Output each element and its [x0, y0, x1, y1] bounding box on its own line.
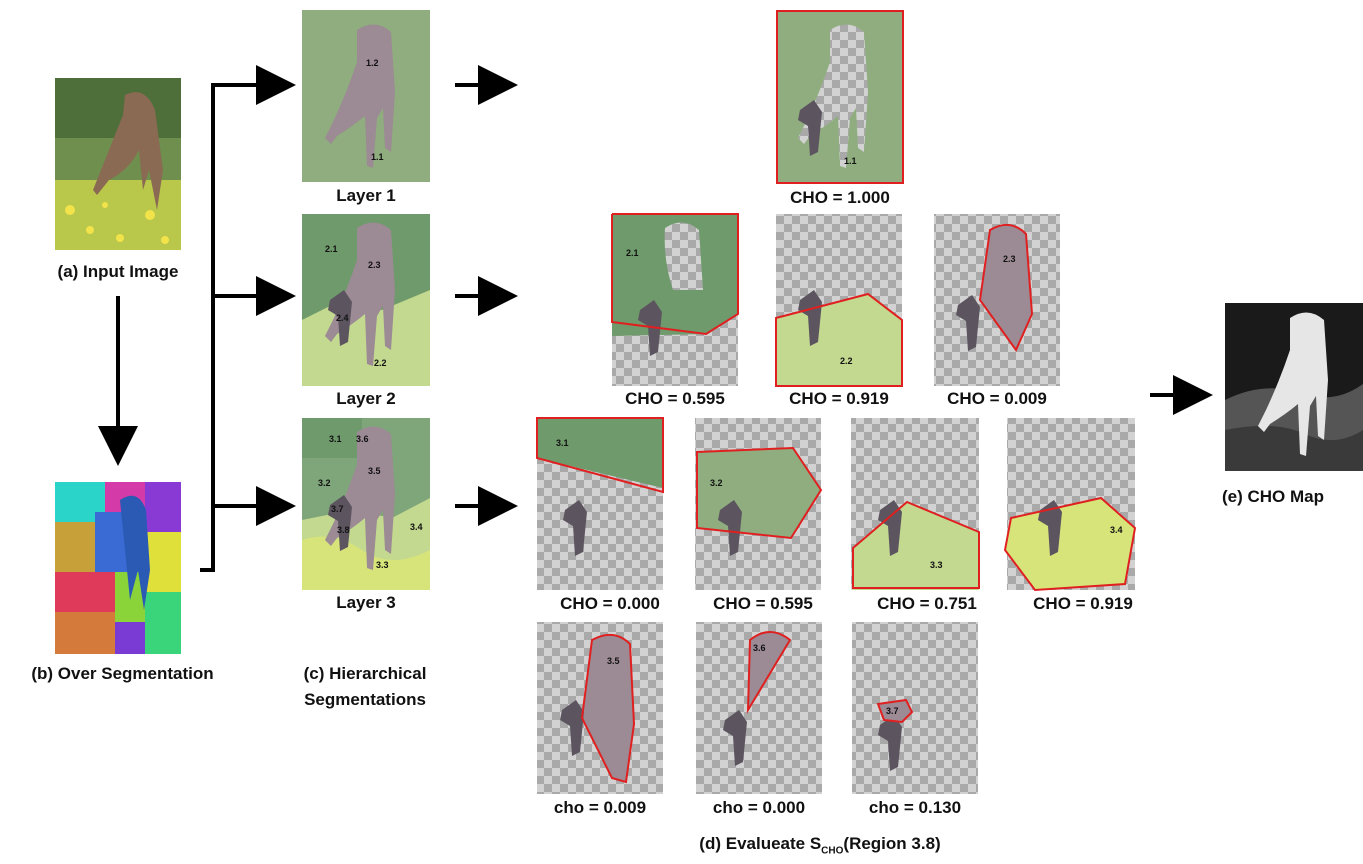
hierarchical-caption-line1: (c) Hierarchical — [303, 664, 427, 683]
hierarchical-caption-line2: Segmentations — [304, 690, 426, 709]
cho-score: cho = 0.000 — [712, 798, 806, 817]
eval-region-label: 3.5 — [607, 656, 620, 666]
layer3-region-label: 3.1 — [329, 434, 342, 444]
cho-score: CHO = 0.595 — [625, 389, 725, 408]
eval-region-label: 2.3 — [1003, 254, 1016, 264]
eval-panel-3-3 — [851, 418, 980, 590]
eval-panel-1-1 — [776, 10, 904, 184]
eval-region-label: 3.2 — [710, 478, 723, 488]
eval-region-label: 1.1 — [844, 156, 857, 166]
layer2-region-label: 2.2 — [374, 358, 387, 368]
cho-score: CHO = 0.000 — [560, 594, 660, 613]
eval-region-label: 3.4 — [1110, 525, 1123, 535]
cho-score: CHO = 1.000 — [790, 188, 890, 207]
layer2-region-label: 2.1 — [325, 244, 338, 254]
layer1-region-label: 1.2 — [366, 58, 379, 68]
layer3-region-label: 3.2 — [318, 478, 331, 488]
layer2-image — [302, 214, 430, 386]
cho-score: CHO = 0.751 — [877, 594, 977, 613]
cho-score: cho = 0.009 — [553, 798, 647, 817]
eval-panel-4-3 — [852, 622, 978, 794]
eval-panel-2-2 — [775, 214, 903, 387]
layer3-region-label: 3.5 — [368, 466, 381, 476]
layer3-caption: Layer 3 — [336, 593, 396, 612]
eval-panel-3-4 — [1003, 418, 1137, 592]
layer1-image — [302, 10, 430, 182]
eval-panel-3-1 — [536, 417, 664, 590]
cho-score: CHO = 0.919 — [1033, 594, 1133, 613]
cho-score: CHO = 0.009 — [947, 389, 1047, 408]
evaluate-caption-subscript: CHO — [821, 845, 844, 857]
input-image — [55, 78, 181, 250]
cho-score: CHO = 0.595 — [713, 594, 813, 613]
eval-region-label: 2.2 — [840, 356, 853, 366]
evaluate-caption-suffix: (Region 3.8) — [843, 834, 941, 853]
eval-region-label: 2.1 — [626, 248, 639, 258]
layer3-region-label: 3.3 — [376, 560, 389, 570]
cho-map-image — [1225, 303, 1363, 471]
over-segmentation-caption: (b) Over Segmentation — [31, 664, 214, 683]
eval-panel-2-3 — [934, 214, 1060, 386]
layer3-region-label: 3.6 — [356, 434, 369, 444]
layer3-region-label: 3.7 — [331, 504, 344, 514]
layer1-caption: Layer 1 — [336, 186, 396, 205]
eval-region-label: 3.7 — [886, 706, 899, 716]
eval-region-label: 3.6 — [753, 643, 766, 653]
eval-panel-3-2 — [695, 418, 823, 590]
layer3-region-label: 3.8 — [337, 525, 350, 535]
eval-panel-2-1 — [611, 213, 739, 386]
layer2-caption: Layer 2 — [336, 389, 396, 408]
arrow-to-layer1 — [200, 65, 296, 572]
layer3-region-label: 3.4 — [410, 522, 423, 532]
layer3-image — [302, 418, 430, 590]
cho-map-caption: (e) CHO Map — [1222, 487, 1324, 506]
eval-region-label: 3.1 — [556, 438, 569, 448]
evaluate-caption: (d) Evalueate SCHO(Region 3.8) — [650, 834, 990, 856]
cho-score: CHO = 0.919 — [789, 389, 889, 408]
layer1-region-label: 1.1 — [371, 152, 384, 162]
over-segmentation-image — [55, 482, 181, 654]
eval-panel-4-2 — [696, 622, 822, 794]
eval-panel-4-1 — [537, 622, 663, 794]
cho-score: cho = 0.130 — [868, 798, 962, 817]
layer2-region-label: 2.4 — [336, 313, 349, 323]
input-image-caption: (a) Input Image — [57, 262, 179, 281]
eval-region-label: 3.3 — [930, 560, 943, 570]
evaluate-caption-prefix: (d) Evalueate S — [699, 834, 822, 853]
layer2-region-label: 2.3 — [368, 260, 381, 270]
